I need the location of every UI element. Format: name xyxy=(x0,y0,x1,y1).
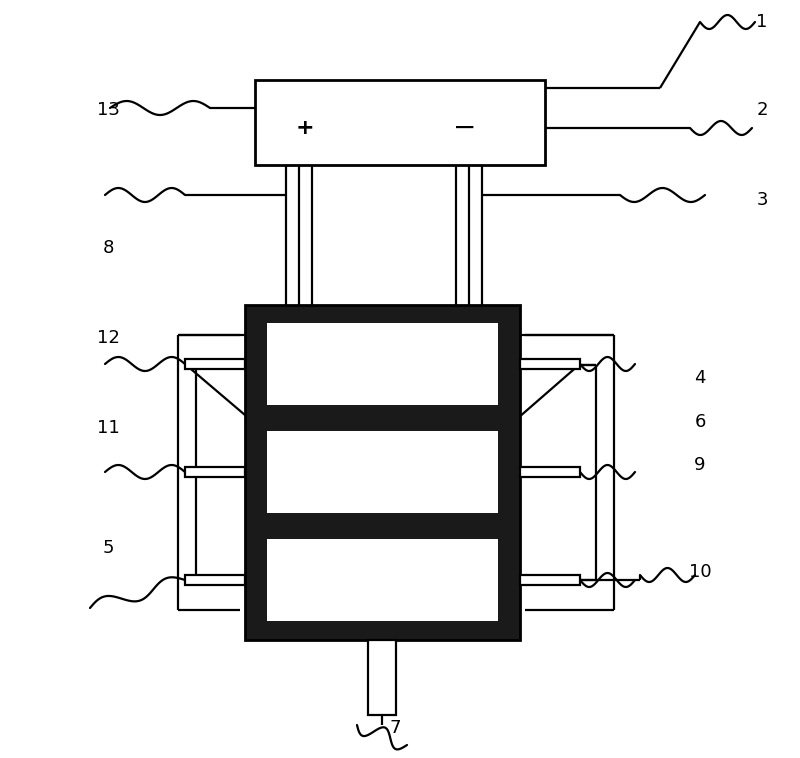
Bar xyxy=(267,431,498,513)
Text: 12: 12 xyxy=(97,329,119,347)
Text: 3: 3 xyxy=(756,191,768,209)
Text: 4: 4 xyxy=(694,369,706,387)
Bar xyxy=(185,359,245,369)
Text: +: + xyxy=(296,118,314,138)
Bar xyxy=(267,323,498,405)
Text: 9: 9 xyxy=(694,456,706,474)
Text: 6: 6 xyxy=(694,413,706,431)
Text: 11: 11 xyxy=(97,419,119,437)
Text: 2: 2 xyxy=(756,101,768,119)
Text: 5: 5 xyxy=(102,539,114,557)
Bar xyxy=(255,80,545,165)
Bar xyxy=(520,359,580,369)
Text: 1: 1 xyxy=(756,13,768,31)
Text: −: − xyxy=(454,114,477,142)
Bar xyxy=(185,467,245,477)
Text: 10: 10 xyxy=(689,563,711,581)
Bar xyxy=(520,467,580,477)
Bar xyxy=(520,575,580,585)
Bar xyxy=(245,305,520,640)
Text: 7: 7 xyxy=(390,719,401,737)
Bar xyxy=(368,640,396,715)
Bar xyxy=(185,575,245,585)
Text: 13: 13 xyxy=(97,101,119,119)
Text: 8: 8 xyxy=(102,239,114,257)
Bar xyxy=(267,539,498,621)
